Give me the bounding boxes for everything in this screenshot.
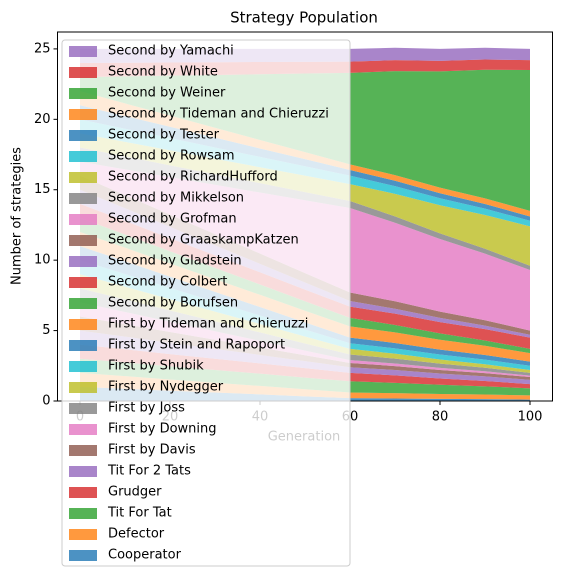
legend-label: Defector xyxy=(108,527,165,542)
legend-label: Second by Grofman xyxy=(108,212,237,227)
x-tick-label: 80 xyxy=(432,410,449,425)
legend-label: Second by Borufsen xyxy=(108,296,238,311)
legend-swatch xyxy=(69,172,97,183)
chart-title: Strategy Population xyxy=(230,9,378,27)
legend-label: First by Joss xyxy=(108,401,185,416)
y-tick-label: 10 xyxy=(34,253,51,268)
legend-swatch xyxy=(69,466,97,477)
legend-swatch xyxy=(69,151,97,162)
legend-swatch xyxy=(69,298,97,309)
legend-swatch xyxy=(69,67,97,78)
legend-label: Grudger xyxy=(108,485,162,500)
legend-swatch xyxy=(69,235,97,246)
legend-swatch xyxy=(69,109,97,120)
legend-swatch xyxy=(69,487,97,498)
legend-swatch xyxy=(69,277,97,288)
legend-swatch xyxy=(69,319,97,330)
legend-label: Second by GraaskampKatzen xyxy=(108,233,299,248)
area xyxy=(80,358,530,396)
legend-swatch xyxy=(69,46,97,57)
legend-label: Second by Yamachi xyxy=(108,44,234,59)
legend-label: Second by White xyxy=(108,65,218,80)
legend-swatch xyxy=(69,361,97,372)
legend-label: Second by Rowsam xyxy=(108,149,235,164)
legend-swatch xyxy=(69,529,97,540)
legend-label: Second by Colbert xyxy=(108,275,227,290)
legend-label: First by Tideman and Chieruzzi xyxy=(108,317,308,332)
legend-label: Tit For 2 Tats xyxy=(107,464,191,479)
legend-label: Second by Gladstein xyxy=(108,254,242,269)
y-tick-label: 15 xyxy=(34,182,51,197)
legend-swatch xyxy=(69,508,97,519)
legend-label: First by Shubik xyxy=(108,359,204,374)
legend-label: First by Davis xyxy=(108,443,196,458)
legend-swatch xyxy=(69,214,97,225)
legend-label: Second by RichardHufford xyxy=(108,170,278,185)
y-tick-label: 25 xyxy=(34,41,51,56)
area xyxy=(80,330,530,385)
y-axis-label: Number of strategies xyxy=(10,147,25,285)
legend-swatch xyxy=(69,256,97,267)
area xyxy=(80,203,530,349)
area xyxy=(80,316,530,380)
legend-label: First by Stein and Rapoport xyxy=(108,338,285,353)
legend-swatch xyxy=(69,340,97,351)
legend-label: First by Nydegger xyxy=(108,380,224,395)
legend-label: Second by Mikkelson xyxy=(108,191,244,206)
legend-label: Second by Tideman and Chieruzzi xyxy=(108,107,329,122)
legend-swatch xyxy=(69,130,97,141)
legend-swatch xyxy=(69,193,97,204)
legend-swatch xyxy=(69,403,97,414)
y-tick-label: 20 xyxy=(34,112,51,127)
legend-swatch xyxy=(69,550,97,561)
legend-label: Second by Tester xyxy=(108,128,220,143)
area xyxy=(80,231,530,362)
x-tick-label: 100 xyxy=(518,410,543,425)
legend-label: Second by Weiner xyxy=(108,86,226,101)
legend-swatch xyxy=(69,424,97,435)
legend-swatch xyxy=(69,445,97,456)
area xyxy=(80,344,530,389)
legend-swatch xyxy=(69,382,97,393)
legend-box xyxy=(61,39,351,567)
legend-label: Cooperator xyxy=(108,548,182,563)
legend-label: Tit For Tat xyxy=(107,506,172,521)
y-tick-label: 5 xyxy=(42,323,50,338)
legend-label: First by Downing xyxy=(108,422,217,437)
y-tick-label: 0 xyxy=(42,394,50,409)
legend-swatch xyxy=(69,88,97,99)
